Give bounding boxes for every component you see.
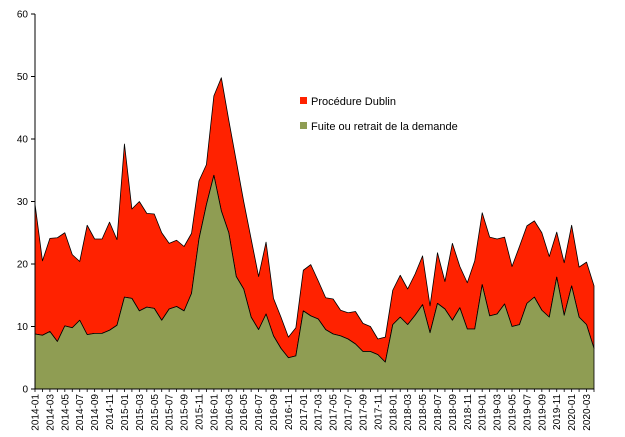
- y-tick-label: 40: [17, 135, 29, 146]
- x-tick-label: 2015-09: [180, 394, 191, 431]
- x-tick-label: 2017-05: [329, 394, 340, 431]
- x-tick-label: 2016-05: [239, 394, 250, 431]
- x-tick-label: 2015-03: [135, 394, 146, 431]
- y-tick-label: 30: [17, 197, 29, 208]
- x-tick-label: 2017-03: [314, 394, 325, 431]
- legend: Procédure Dublin Fuite ou retrait de la …: [300, 96, 458, 133]
- x-tick-label: 2016-09: [269, 394, 280, 431]
- x-tick-label: 2016-07: [254, 394, 265, 431]
- x-tick-label: 2016-01: [209, 394, 220, 431]
- x-tick-label: 2019-01: [478, 394, 489, 431]
- x-tick-label: 2020-03: [582, 394, 593, 431]
- x-tick-label: 2015-07: [165, 394, 176, 431]
- y-tick-label: 50: [17, 72, 29, 83]
- legend-swatch-dublin: [300, 97, 307, 104]
- y-tick-label: 0: [22, 385, 28, 396]
- x-axis-ticks: 2014-01 2014-03 2014-05 2014-07 2014-09 2014-…: [31, 389, 595, 431]
- x-tick-label: 2014-01: [31, 394, 42, 431]
- legend-label-fuite: Fuite ou retrait de la demande: [311, 121, 458, 133]
- x-tick-label: 2015-11: [194, 394, 205, 430]
- x-tick-label: 2018-11: [463, 394, 474, 430]
- x-tick-label: 2019-07: [522, 394, 533, 431]
- x-tick-label: 2017-11: [373, 394, 384, 430]
- y-tick-label: 20: [17, 260, 29, 271]
- x-tick-label: 2016-03: [224, 394, 235, 431]
- x-tick-label: 2020-01: [567, 394, 578, 431]
- x-tick-label: 2016-11: [284, 394, 295, 430]
- x-tick-label: 2014-07: [75, 394, 86, 431]
- x-tick-label: 2015-05: [150, 394, 161, 431]
- x-tick-label: 2017-01: [299, 394, 310, 431]
- x-tick-label: 2018-09: [448, 394, 459, 431]
- x-tick-label: 2014-03: [45, 394, 56, 431]
- x-tick-label: 2015-01: [120, 394, 131, 431]
- x-tick-label: 2018-05: [418, 394, 429, 431]
- x-tick-label: 2017-07: [344, 394, 355, 431]
- x-tick-label: 2018-03: [403, 394, 414, 431]
- x-tick-label: 2019-05: [508, 394, 519, 431]
- legend-swatch-fuite: [300, 122, 307, 129]
- legend-label-dublin: Procédure Dublin: [311, 96, 396, 108]
- y-axis-ticks: 0 10 20 30 40 50 60: [17, 10, 35, 396]
- x-tick-label: 2019-03: [493, 394, 504, 431]
- x-tick-label: 2019-11: [552, 394, 563, 430]
- x-tick-label: 2019-09: [537, 394, 548, 431]
- x-tick-label: 2018-07: [433, 394, 444, 431]
- x-tick-label: 2014-11: [105, 394, 116, 430]
- x-tick-label: 2014-05: [60, 394, 71, 431]
- x-tick-label: 2018-01: [388, 394, 399, 431]
- y-tick-label: 10: [17, 322, 29, 333]
- y-tick-label: 60: [17, 10, 29, 21]
- x-tick-label: 2014-09: [90, 394, 101, 431]
- x-tick-label: 2017-09: [358, 394, 369, 431]
